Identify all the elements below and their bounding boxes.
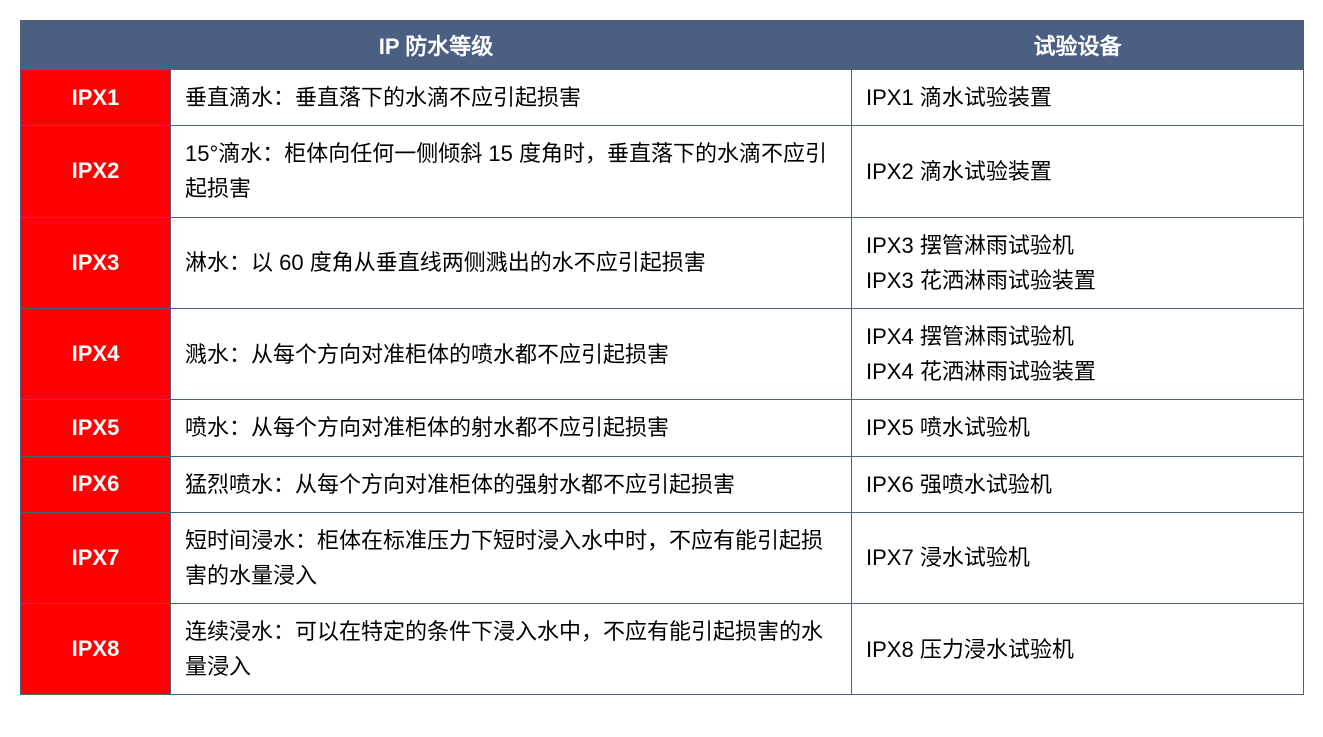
equipment-cell: IPX8 压力浸水试验机: [852, 604, 1304, 695]
equipment-line: IPX7 浸水试验机: [866, 540, 1289, 575]
equipment-cell: IPX3 摆管淋雨试验机 IPX3 花洒淋雨试验装置: [852, 217, 1304, 308]
level-cell: IPX3: [21, 217, 171, 308]
equipment-cell: IPX6 强喷水试验机: [852, 456, 1304, 512]
table-row: IPX2 15°滴水：柜体向任何一侧倾斜 15 度角时，垂直落下的水滴不应引起损…: [21, 126, 1304, 217]
table-row: IPX5 喷水：从每个方向对准柜体的射水都不应引起损害 IPX5 喷水试验机: [21, 400, 1304, 456]
header-row: IP 防水等级 试验设备: [21, 21, 1304, 70]
equipment-line: IPX6 强喷水试验机: [866, 467, 1289, 502]
table-row: IPX4 溅水：从每个方向对准柜体的喷水都不应引起损害 IPX4 摆管淋雨试验机…: [21, 308, 1304, 399]
table-row: IPX3 淋水：以 60 度角从垂直线两侧溅出的水不应引起损害 IPX3 摆管淋…: [21, 217, 1304, 308]
level-cell: IPX1: [21, 70, 171, 126]
table-row: IPX6 猛烈喷水：从每个方向对准柜体的强射水都不应引起损害 IPX6 强喷水试…: [21, 456, 1304, 512]
table-row: IPX8 连续浸水：可以在特定的条件下浸入水中，不应有能引起损害的水量浸入 IP…: [21, 604, 1304, 695]
table-header: IP 防水等级 试验设备: [21, 21, 1304, 70]
desc-cell: 淋水：以 60 度角从垂直线两侧溅出的水不应引起损害: [171, 217, 852, 308]
header-equipment: 试验设备: [852, 21, 1304, 70]
level-cell: IPX8: [21, 604, 171, 695]
equipment-cell: IPX1 滴水试验装置: [852, 70, 1304, 126]
table-body: IPX1 垂直滴水：垂直落下的水滴不应引起损害 IPX1 滴水试验装置 IPX2…: [21, 70, 1304, 695]
equipment-cell: IPX2 滴水试验装置: [852, 126, 1304, 217]
desc-cell: 短时间浸水：柜体在标准压力下短时浸入水中时，不应有能引起损害的水量浸入: [171, 512, 852, 603]
table-row: IPX7 短时间浸水：柜体在标准压力下短时浸入水中时，不应有能引起损害的水量浸入…: [21, 512, 1304, 603]
level-cell: IPX5: [21, 400, 171, 456]
equipment-line: IPX3 花洒淋雨试验装置: [866, 263, 1289, 298]
equipment-line: IPX2 滴水试验装置: [866, 154, 1289, 189]
desc-cell: 15°滴水：柜体向任何一侧倾斜 15 度角时，垂直落下的水滴不应引起损害: [171, 126, 852, 217]
level-cell: IPX7: [21, 512, 171, 603]
equipment-cell: IPX7 浸水试验机: [852, 512, 1304, 603]
equipment-line: IPX8 压力浸水试验机: [866, 632, 1289, 667]
desc-cell: 垂直滴水：垂直落下的水滴不应引起损害: [171, 70, 852, 126]
equipment-line: IPX5 喷水试验机: [866, 410, 1289, 445]
equipment-line: IPX4 花洒淋雨试验装置: [866, 354, 1289, 389]
desc-cell: 喷水：从每个方向对准柜体的射水都不应引起损害: [171, 400, 852, 456]
ip-rating-table: IP 防水等级 试验设备 IPX1 垂直滴水：垂直落下的水滴不应引起损害 IPX…: [20, 20, 1304, 695]
desc-cell: 猛烈喷水：从每个方向对准柜体的强射水都不应引起损害: [171, 456, 852, 512]
level-cell: IPX2: [21, 126, 171, 217]
equipment-cell: IPX4 摆管淋雨试验机 IPX4 花洒淋雨试验装置: [852, 308, 1304, 399]
equipment-line: IPX1 滴水试验装置: [866, 80, 1289, 115]
equipment-cell: IPX5 喷水试验机: [852, 400, 1304, 456]
ip-rating-table-container: IP 防水等级 试验设备 IPX1 垂直滴水：垂直落下的水滴不应引起损害 IPX…: [20, 20, 1303, 695]
level-cell: IPX6: [21, 456, 171, 512]
header-level-desc: IP 防水等级: [21, 21, 852, 70]
level-cell: IPX4: [21, 308, 171, 399]
table-row: IPX1 垂直滴水：垂直落下的水滴不应引起损害 IPX1 滴水试验装置: [21, 70, 1304, 126]
desc-cell: 溅水：从每个方向对准柜体的喷水都不应引起损害: [171, 308, 852, 399]
equipment-line: IPX4 摆管淋雨试验机: [866, 319, 1289, 354]
desc-cell: 连续浸水：可以在特定的条件下浸入水中，不应有能引起损害的水量浸入: [171, 604, 852, 695]
equipment-line: IPX3 摆管淋雨试验机: [866, 228, 1289, 263]
